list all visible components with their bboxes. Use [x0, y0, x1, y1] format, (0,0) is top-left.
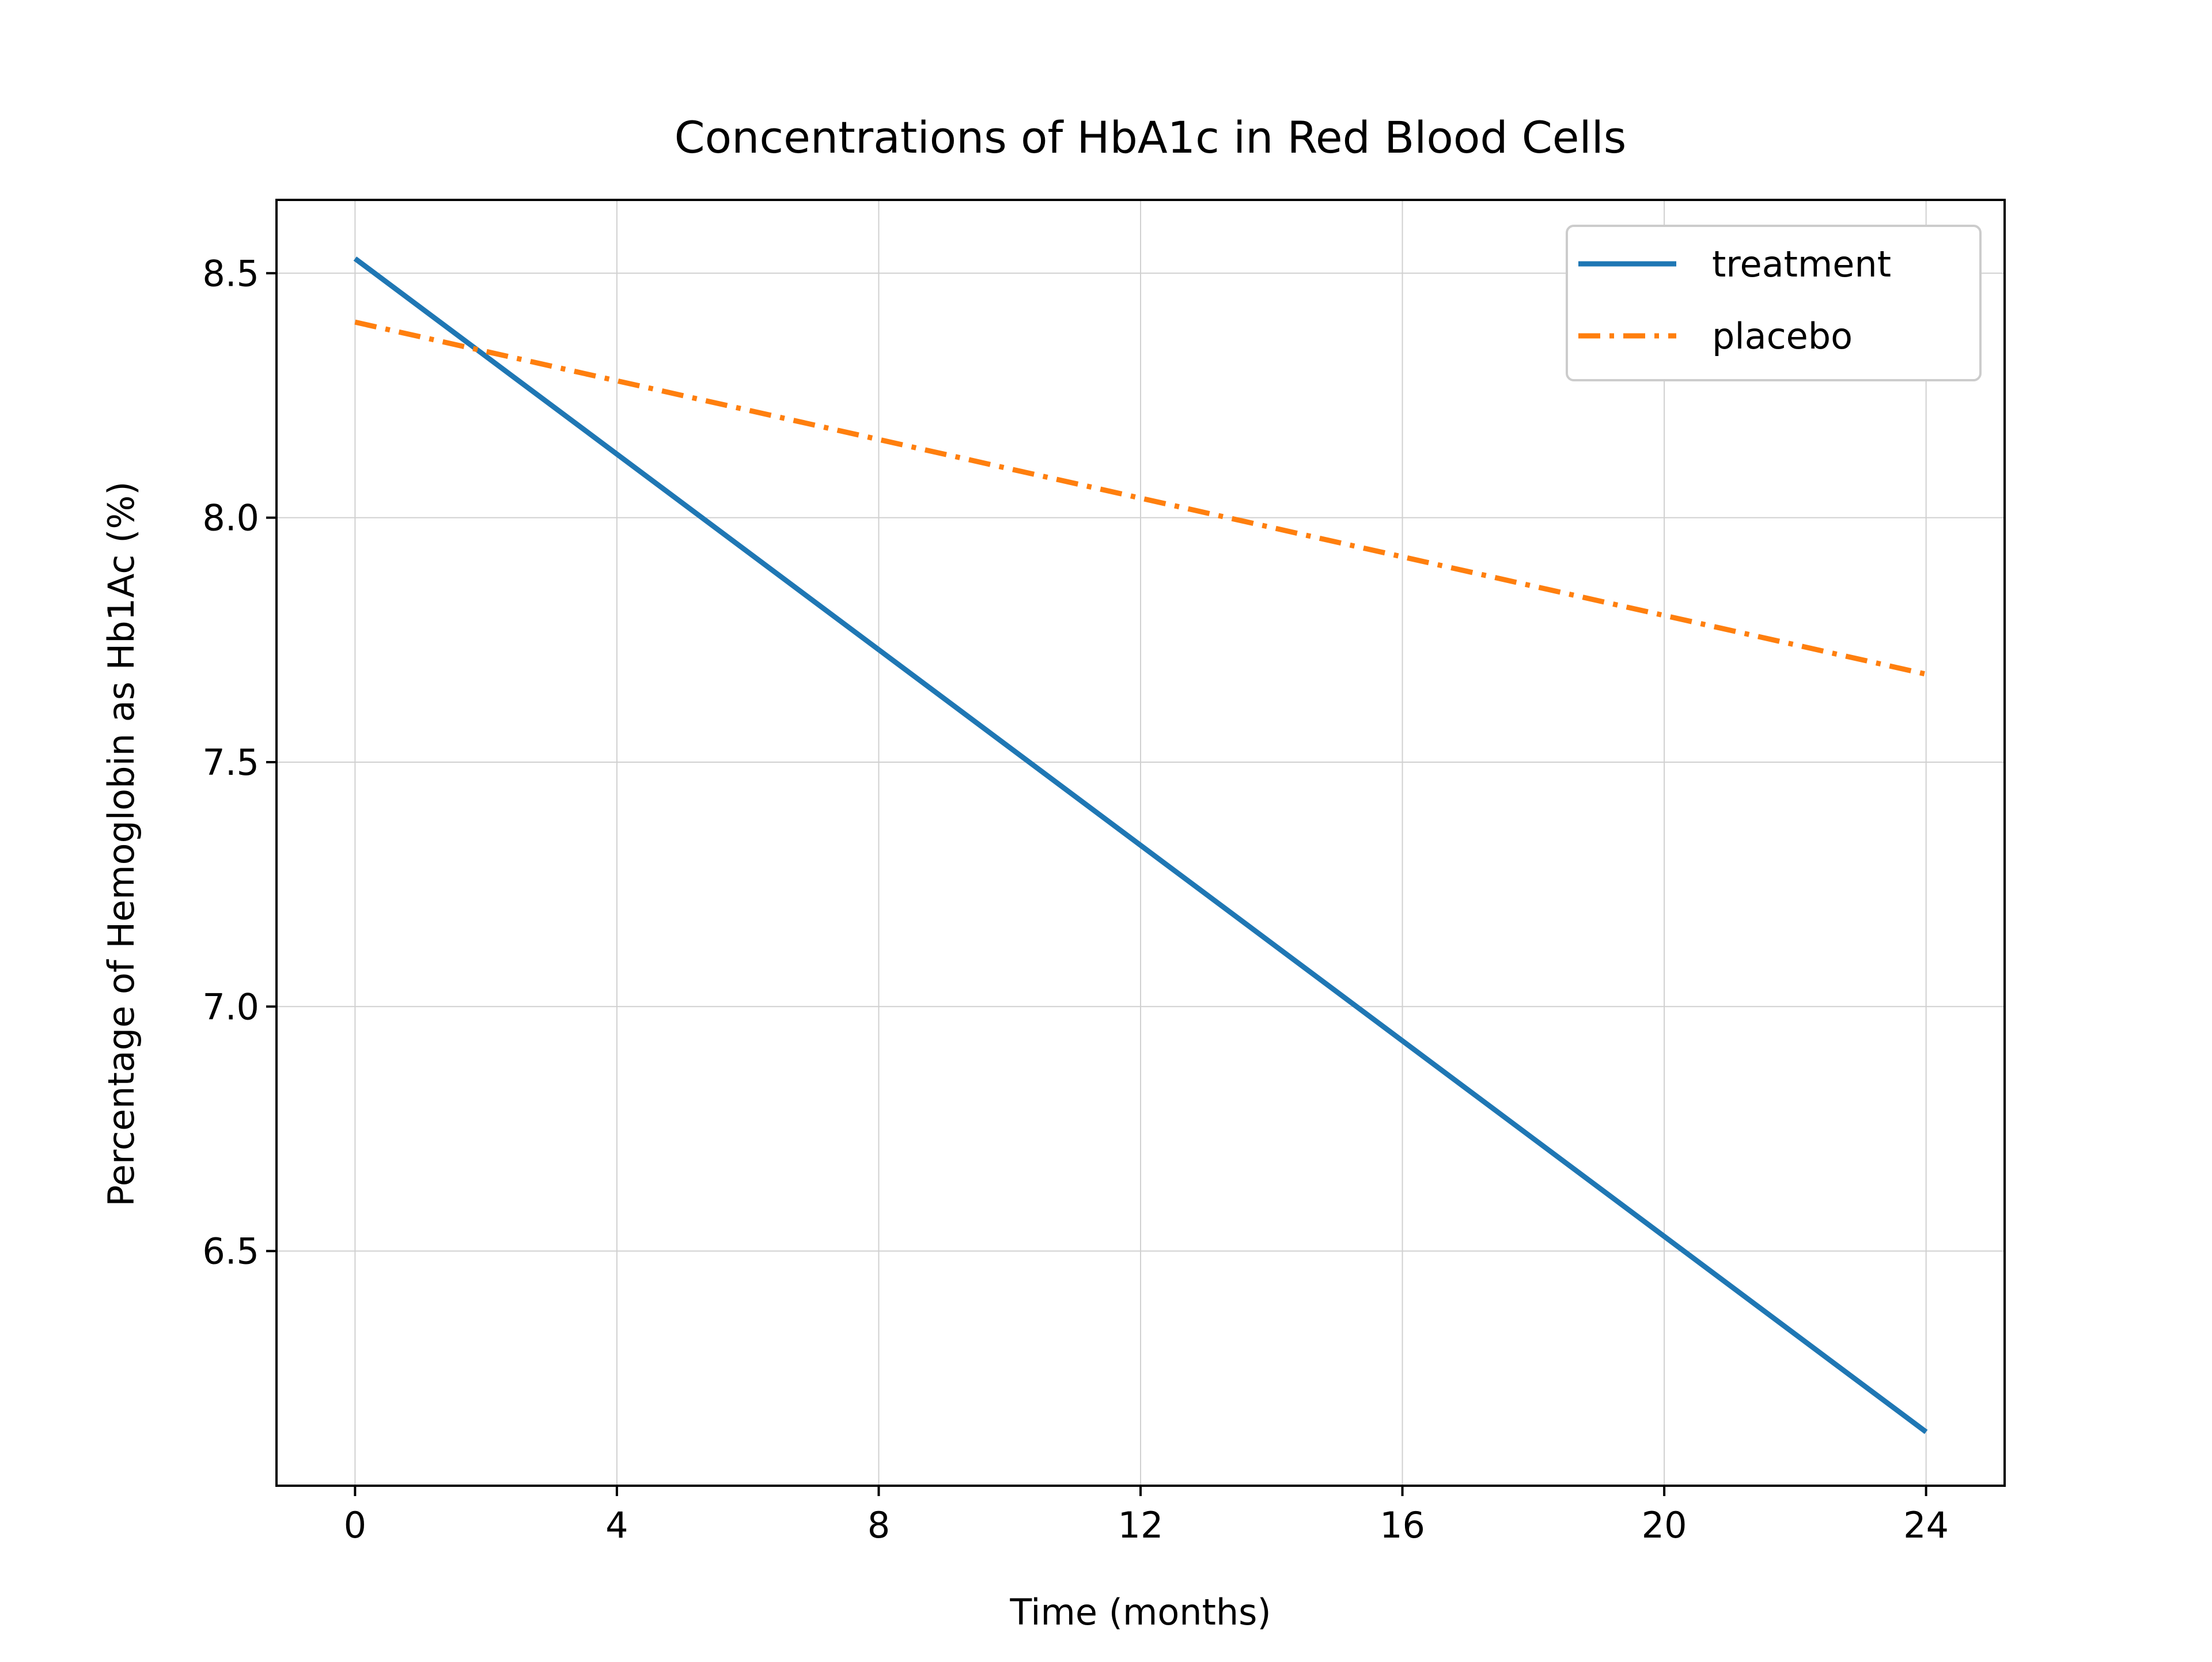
x-axis-label: Time (months): [1009, 1591, 1271, 1633]
x-tick-label: 0: [344, 1504, 366, 1546]
x-tick-label: 12: [1118, 1504, 1164, 1546]
x-tick-label: 16: [1380, 1504, 1425, 1546]
x-tick-label: 20: [1642, 1504, 1687, 1546]
grid-lines: [276, 200, 2005, 1486]
x-tick-label: 4: [605, 1504, 628, 1546]
series-lines: [353, 256, 1928, 1434]
legend: treatment placebo: [1566, 225, 1982, 381]
chart-title: Concentrations of HbA1c in Red Blood Cel…: [675, 112, 1627, 163]
legend-label-placebo: placebo: [1712, 315, 1853, 357]
x-axis-ticks: 0 4 8 12 16 20 24: [344, 1486, 1949, 1546]
x-tick-label: 24: [1903, 1504, 1949, 1546]
y-tick-label: 8.5: [202, 252, 259, 294]
series-line-treatment: [353, 256, 1928, 1434]
y-axis-label: Percentage of Hemoglobin as Hb1Ac (%): [100, 482, 142, 1207]
y-tick-label: 6.5: [202, 1231, 259, 1273]
y-axis-ticks: 6.5 7.0 7.5 8.0 8.5: [202, 252, 276, 1273]
y-tick-label: 7.5: [202, 741, 259, 783]
y-tick-label: 8.0: [202, 497, 259, 539]
y-tick-label: 7.0: [202, 986, 259, 1028]
legend-label-treatment: treatment: [1712, 243, 1891, 285]
x-tick-label: 8: [868, 1504, 890, 1546]
